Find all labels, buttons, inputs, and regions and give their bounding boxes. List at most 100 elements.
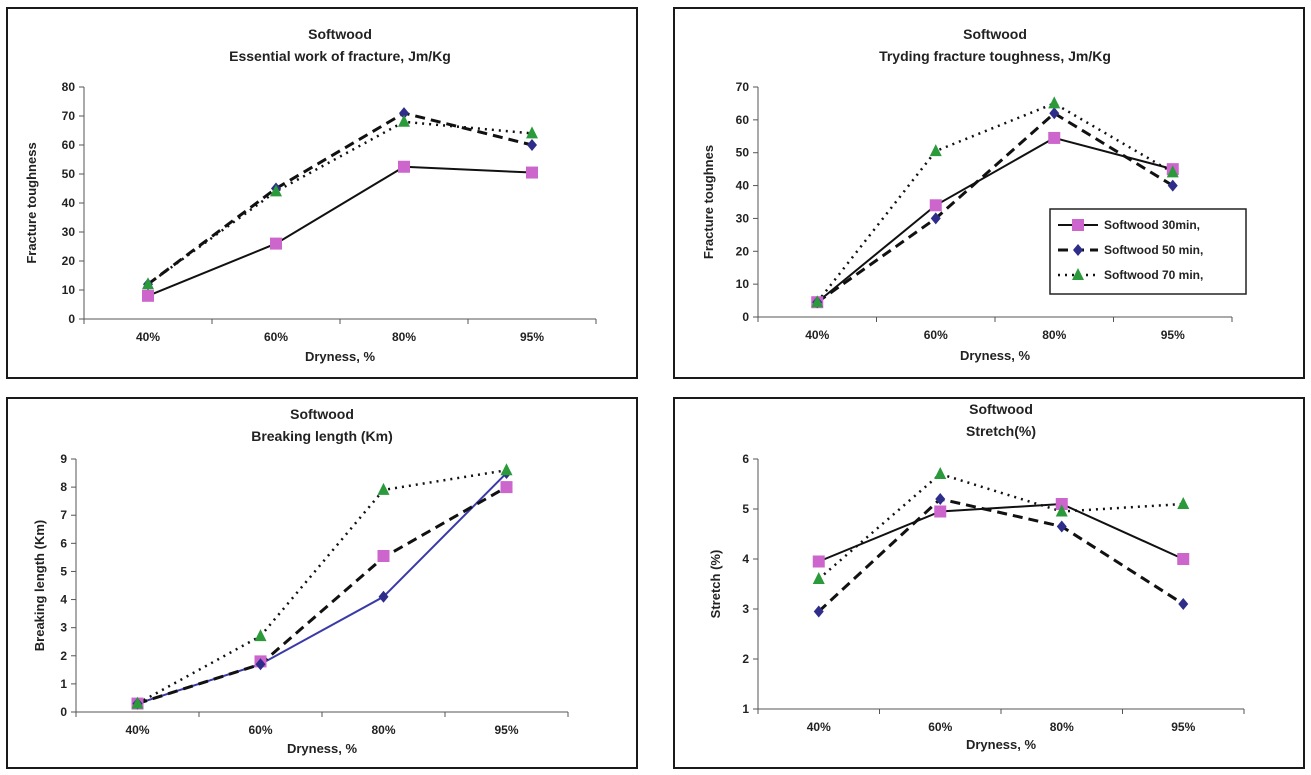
y-tick-label: 20 (62, 254, 76, 268)
series-3-point (377, 482, 390, 495)
series-3-point (131, 696, 144, 709)
y-tick-label: 7 (60, 508, 67, 522)
y-tick-label: 6 (742, 452, 749, 466)
series-3-point (254, 629, 267, 642)
series-3-point (1177, 497, 1190, 509)
series-3-point (500, 463, 513, 476)
series-line-3 (817, 472, 1184, 580)
legend-marker-3 (1072, 268, 1084, 280)
chart-subtitle: Stretch(%) (966, 423, 1036, 439)
y-axis-label: Fracture toughnes (701, 145, 716, 259)
series-3-point (811, 295, 824, 308)
y-tick-label: 40 (62, 196, 76, 210)
y-tick-label: 1 (742, 702, 749, 716)
series-3-point (929, 144, 942, 157)
y-tick-label: 0 (68, 312, 75, 326)
x-tick-label: 80% (392, 330, 416, 344)
x-tick-label: 80% (371, 723, 395, 737)
series-2-point (1167, 179, 1178, 192)
chart-breaking-length: Softwood Breaking length (Km) 0 1 2 3 4 5 6 7 8 9 40… (32, 406, 569, 756)
y-tick-label: 4 (742, 552, 749, 566)
chart-title: Softwood (290, 406, 354, 422)
chart-subtitle: Tryding fracture toughness, Jm/Kg (879, 48, 1111, 64)
x-tick-label: 60% (924, 328, 948, 342)
y-tick-label: 30 (736, 211, 750, 225)
y-tick-label: 40 (736, 179, 750, 193)
series-2-point (930, 212, 941, 225)
chart-title: Softwood (969, 401, 1033, 417)
series-3-point (1048, 96, 1061, 109)
series-3-point (526, 126, 538, 139)
series-2-point (935, 493, 946, 505)
series-2-point (527, 139, 537, 151)
y-tick-label: 4 (60, 593, 67, 607)
legend-marker-1 (1072, 219, 1084, 231)
series-3-point (1055, 504, 1068, 517)
series-line-1 (137, 472, 508, 705)
chart-ewf: Softwood Essential work of fracture, Jm/K… (24, 26, 597, 364)
series-1-point (812, 555, 825, 568)
series-2-point (378, 590, 389, 603)
y-tick-label: 1 (60, 677, 67, 691)
x-tick-label: 40% (805, 328, 829, 342)
x-axis-label: Dryness, % (287, 741, 358, 756)
series-1-point (526, 166, 538, 179)
y-tick-label: 80 (62, 80, 76, 94)
series-3-point (398, 114, 410, 127)
series-1-point (142, 289, 154, 302)
y-tick-label: 50 (62, 167, 76, 181)
legend-label-2: Softwood 50 min, (1104, 243, 1203, 257)
x-axis-label: Dryness, % (966, 737, 1037, 752)
y-tick-label: 50 (736, 146, 750, 160)
x-tick-label: 60% (248, 723, 272, 737)
y-tick-label: 0 (60, 705, 67, 719)
chart-panel-breaking-length: Softwood Breaking length (Km) 0 1 2 3 4 5 6 7 8 9 40… (6, 397, 638, 769)
y-tick-label: 10 (62, 283, 76, 297)
x-tick-label: 95% (1171, 720, 1195, 734)
series-2-point (399, 107, 409, 120)
x-tick-label: 60% (264, 330, 288, 344)
x-tick-label: 80% (1050, 720, 1074, 734)
y-tick-label: 6 (60, 536, 67, 550)
series-2-point (1178, 598, 1189, 610)
series-2-point (1049, 107, 1060, 120)
y-tick-label: 9 (60, 452, 67, 466)
series-1-point (398, 160, 410, 173)
series-line-1 (147, 165, 533, 297)
y-tick-label: 20 (736, 244, 750, 258)
y-axis-label: Stretch (%) (708, 550, 723, 619)
y-axis-label: Fracture toughness (24, 142, 39, 263)
chart-title: Softwood (963, 26, 1027, 42)
series-3-point (1166, 165, 1179, 178)
y-tick-label: 8 (60, 480, 67, 494)
x-tick-label: 40% (807, 720, 831, 734)
y-axis-label: Breaking length (Km) (32, 520, 47, 651)
y-tick-label: 3 (60, 621, 67, 635)
series-line-3 (147, 120, 533, 286)
x-axis-label: Dryness, % (305, 349, 376, 364)
chart-stretch: Softwood Stretch(%) 1 2 3 4 5 6 40% 60% 80% 95% Dryn… (708, 401, 1245, 752)
y-tick-label: 70 (736, 80, 750, 94)
x-tick-label: 95% (1161, 328, 1185, 342)
series-3-point (142, 277, 154, 290)
series-line-3 (136, 469, 507, 705)
x-tick-label: 60% (928, 720, 952, 734)
x-axis-label: Dryness, % (960, 348, 1031, 363)
series-1-point (377, 549, 390, 562)
series-line-2 (137, 485, 508, 705)
chart-panel-stretch: Softwood Stretch(%) 1 2 3 4 5 6 40% 60% 80% 95% Dryn… (673, 397, 1305, 769)
y-tick-label: 70 (62, 109, 76, 123)
chart-panel-ewf: Softwood Essential work of fracture, Jm/K… (6, 7, 638, 379)
x-tick-label: 40% (125, 723, 149, 737)
chart-panel-tryding: Softwood Tryding fracture toughness, Jm/K… (673, 7, 1305, 379)
legend-label-1: Softwood 30min, (1104, 218, 1200, 232)
legend-label-3: Softwood 70 min, (1104, 268, 1203, 282)
chart-tryding: Softwood Tryding fracture toughness, Jm/K… (701, 26, 1247, 363)
series-2-point (813, 605, 824, 618)
series-1-point (500, 481, 513, 494)
chart-subtitle: Essential work of fracture, Jm/Kg (229, 48, 451, 64)
series-3-point (934, 467, 947, 479)
y-tick-label: 60 (62, 138, 76, 152)
y-tick-label: 10 (736, 277, 750, 291)
y-tick-label: 5 (742, 502, 749, 516)
